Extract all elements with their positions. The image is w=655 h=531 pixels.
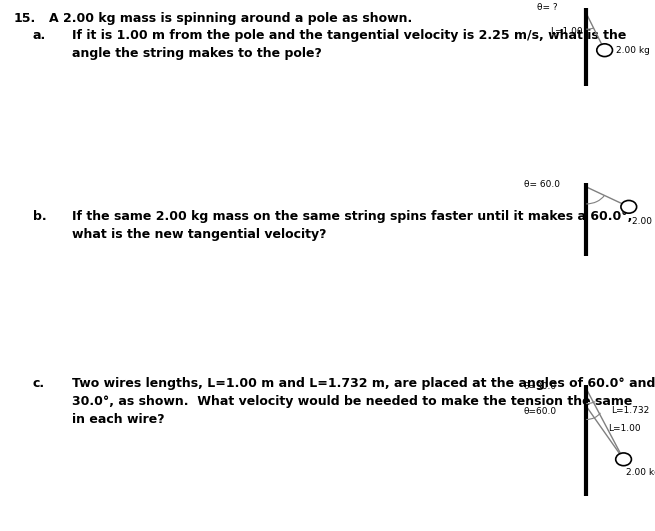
Text: 2.00 kg: 2.00 kg	[632, 217, 655, 226]
Text: 2.00 kg: 2.00 kg	[616, 46, 650, 55]
Text: 2.00 kg: 2.00 kg	[626, 468, 655, 477]
Circle shape	[616, 453, 631, 466]
Text: a.: a.	[33, 29, 46, 42]
Circle shape	[621, 200, 637, 213]
Text: L=1.00: L=1.00	[608, 424, 641, 433]
Text: If it is 1.00 m from the pole and the tangential velocity is 2.25 m/s, what is t: If it is 1.00 m from the pole and the ta…	[72, 29, 626, 60]
Text: A 2.00 kg mass is spinning around a pole as shown.: A 2.00 kg mass is spinning around a pole…	[49, 12, 413, 24]
Text: L=1.00: L=1.00	[550, 28, 583, 36]
Text: θ= ?: θ= ?	[537, 4, 557, 12]
Text: c.: c.	[33, 377, 45, 390]
Text: θ= 60.0: θ= 60.0	[524, 180, 560, 189]
Text: Two wires lengths, L=1.00 m and L=1.732 m, are placed at the angles of 60.0° and: Two wires lengths, L=1.00 m and L=1.732 …	[72, 377, 655, 426]
Text: θ=30.0: θ=30.0	[524, 382, 557, 390]
Text: L=1.732: L=1.732	[612, 406, 650, 415]
Text: If the same 2.00 kg mass on the same string spins faster until it makes a 60.0°,: If the same 2.00 kg mass on the same str…	[72, 210, 633, 241]
Circle shape	[597, 44, 612, 57]
Text: θ=60.0: θ=60.0	[524, 407, 557, 416]
Text: b.: b.	[33, 210, 47, 222]
Text: 15.: 15.	[13, 12, 35, 24]
